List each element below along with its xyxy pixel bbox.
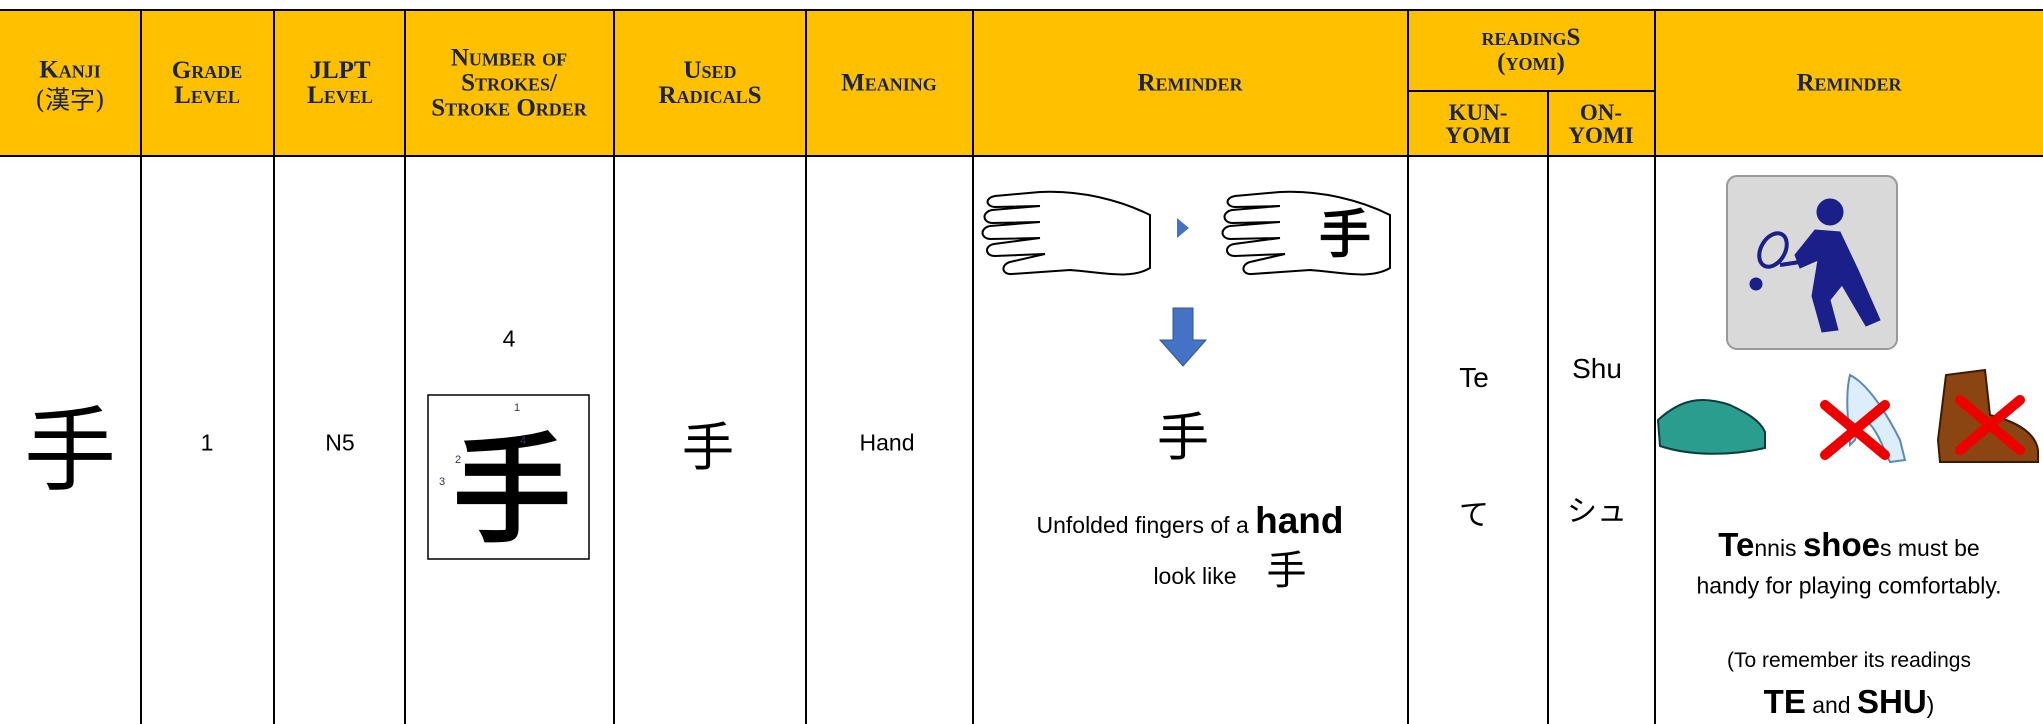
grid (0, 9, 2043, 724)
header-readings: readingS (yomi) (1481, 24, 1581, 76)
reminder2-text: ) (1926, 692, 1935, 718)
on-romaji: Shu (1572, 353, 1622, 384)
reminder2-text: nnis (1754, 535, 1803, 561)
header-reminder: Reminder (1137, 69, 1243, 97)
reminder2-line: TE and SHU) (1764, 683, 1935, 721)
kun-kana: て (1459, 498, 1489, 533)
header-grade: Grade Level (171, 57, 243, 109)
reminder2-bold: TE (1763, 683, 1806, 720)
reminder-kanji2: 手 (1266, 548, 1307, 594)
arrow-down (1158, 307, 1208, 367)
jlpt: N5 (325, 429, 355, 456)
cross-marks (1820, 395, 2025, 460)
header-strokes: Number of Strokes/ Stroke Order (431, 44, 587, 122)
reminder2-line: Tennis shoes must be (1718, 526, 1979, 564)
reminder-bold: hand (1255, 500, 1344, 541)
on-kana: シュ (1567, 494, 1627, 529)
hand-kanji: 手 (1318, 204, 1372, 266)
reminder2-text: s must be (1879, 535, 1980, 561)
radical: 手 (681, 418, 735, 479)
arrow-right (1177, 218, 1189, 238)
kanji: 手 (23, 397, 117, 505)
grade: 1 (200, 429, 214, 456)
header-radicals: Used RadicalS (658, 57, 762, 109)
reminder2-bold: Te (1718, 526, 1755, 563)
header-reminder2: Reminder (1796, 69, 1902, 97)
reminder-line: Unfolded fingers of a hand (1036, 500, 1343, 542)
hand-right (1221, 190, 1391, 276)
stroke-number: 1 (513, 402, 521, 414)
stroke-kanji: 手 (452, 420, 572, 560)
reminder2-text: handy for playing comfortably. (1696, 572, 2002, 599)
header-jlpt: JLPT Level (307, 57, 373, 109)
stroke-number: 3 (438, 476, 446, 488)
reminder-text: Unfolded fingers of a (1036, 512, 1256, 538)
header-meaning: Meaning (841, 69, 937, 97)
reminder-line: look like 手 (1153, 538, 1306, 596)
reminder2-text: (To remember its readings (1727, 649, 1971, 672)
stroke-number: 2 (454, 454, 462, 466)
reminder2-text: and (1805, 692, 1857, 718)
reminder2-bold: shoe (1802, 526, 1880, 563)
sneaker (1656, 399, 1766, 455)
header-on: ON-YOMI (1568, 100, 1634, 148)
header-background (0, 10, 2043, 156)
reminder-text: look like (1153, 563, 1237, 589)
tennis-player (1749, 198, 1881, 333)
stroke-number: 4 (519, 435, 527, 447)
stroke-order-box (427, 394, 590, 560)
reminder-kanji: 手 (1156, 408, 1210, 469)
kun-romaji: Te (1459, 362, 1489, 393)
hand-left (981, 190, 1151, 276)
header-kanji: Kanji (39, 56, 101, 84)
stroke-count: 4 (502, 325, 516, 352)
meaning: Hand (859, 429, 915, 456)
reminder2-bold: SHU (1856, 683, 1927, 720)
header-kun: KUN-YOMI (1445, 100, 1511, 148)
header-kanji-jp: (漢字) (35, 85, 105, 115)
